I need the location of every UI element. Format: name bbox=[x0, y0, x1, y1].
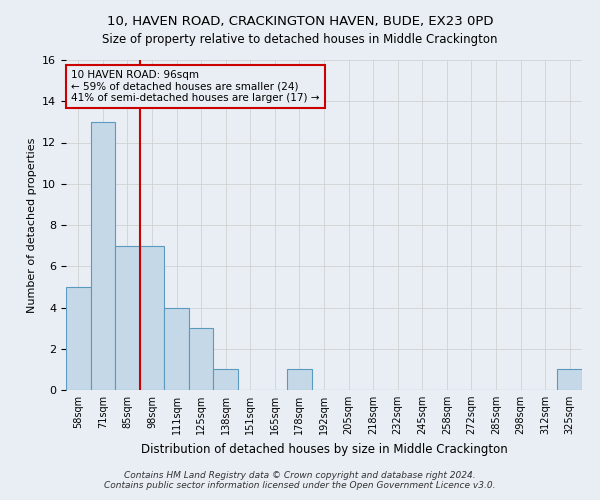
Text: Size of property relative to detached houses in Middle Crackington: Size of property relative to detached ho… bbox=[102, 32, 498, 46]
Text: Contains HM Land Registry data © Crown copyright and database right 2024.
Contai: Contains HM Land Registry data © Crown c… bbox=[104, 470, 496, 490]
Bar bbox=[115, 246, 140, 390]
Bar bbox=[189, 328, 214, 390]
Bar bbox=[287, 370, 312, 390]
Bar bbox=[557, 370, 582, 390]
Y-axis label: Number of detached properties: Number of detached properties bbox=[26, 138, 37, 312]
Bar bbox=[214, 370, 238, 390]
Bar bbox=[66, 287, 91, 390]
Text: 10 HAVEN ROAD: 96sqm
← 59% of detached houses are smaller (24)
41% of semi-detac: 10 HAVEN ROAD: 96sqm ← 59% of detached h… bbox=[71, 70, 320, 103]
Bar bbox=[140, 246, 164, 390]
Bar bbox=[91, 122, 115, 390]
X-axis label: Distribution of detached houses by size in Middle Crackington: Distribution of detached houses by size … bbox=[140, 442, 508, 456]
Bar bbox=[164, 308, 189, 390]
Text: 10, HAVEN ROAD, CRACKINGTON HAVEN, BUDE, EX23 0PD: 10, HAVEN ROAD, CRACKINGTON HAVEN, BUDE,… bbox=[107, 15, 493, 28]
